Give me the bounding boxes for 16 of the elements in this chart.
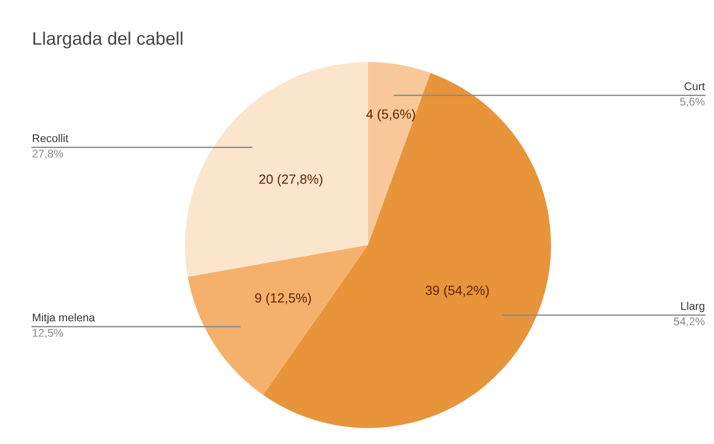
chart-title: Llargada del cabell — [33, 32, 182, 48]
text: 5,6% — [680, 98, 705, 107]
slice-label: Mitja melena — [32, 313, 95, 324]
slice-label: Recollit — [32, 134, 68, 142]
pie-slice — [185, 62, 368, 277]
data-label: 4 (5,6%) — [366, 109, 415, 122]
slice-label: Llarg — [681, 302, 704, 312]
data-label: 9 (12,5%) — [255, 292, 311, 306]
slice-label: Curt — [684, 82, 705, 90]
text: 12,5% — [32, 328, 64, 338]
pie-slice — [188, 245, 368, 395]
pie-slice — [368, 62, 431, 245]
text: 54,2% — [674, 317, 705, 327]
data-label: 20 (27,8%) — [259, 174, 322, 186]
text: 27,8% — [32, 150, 64, 159]
data-label: 39 (54,2%) — [426, 285, 489, 298]
